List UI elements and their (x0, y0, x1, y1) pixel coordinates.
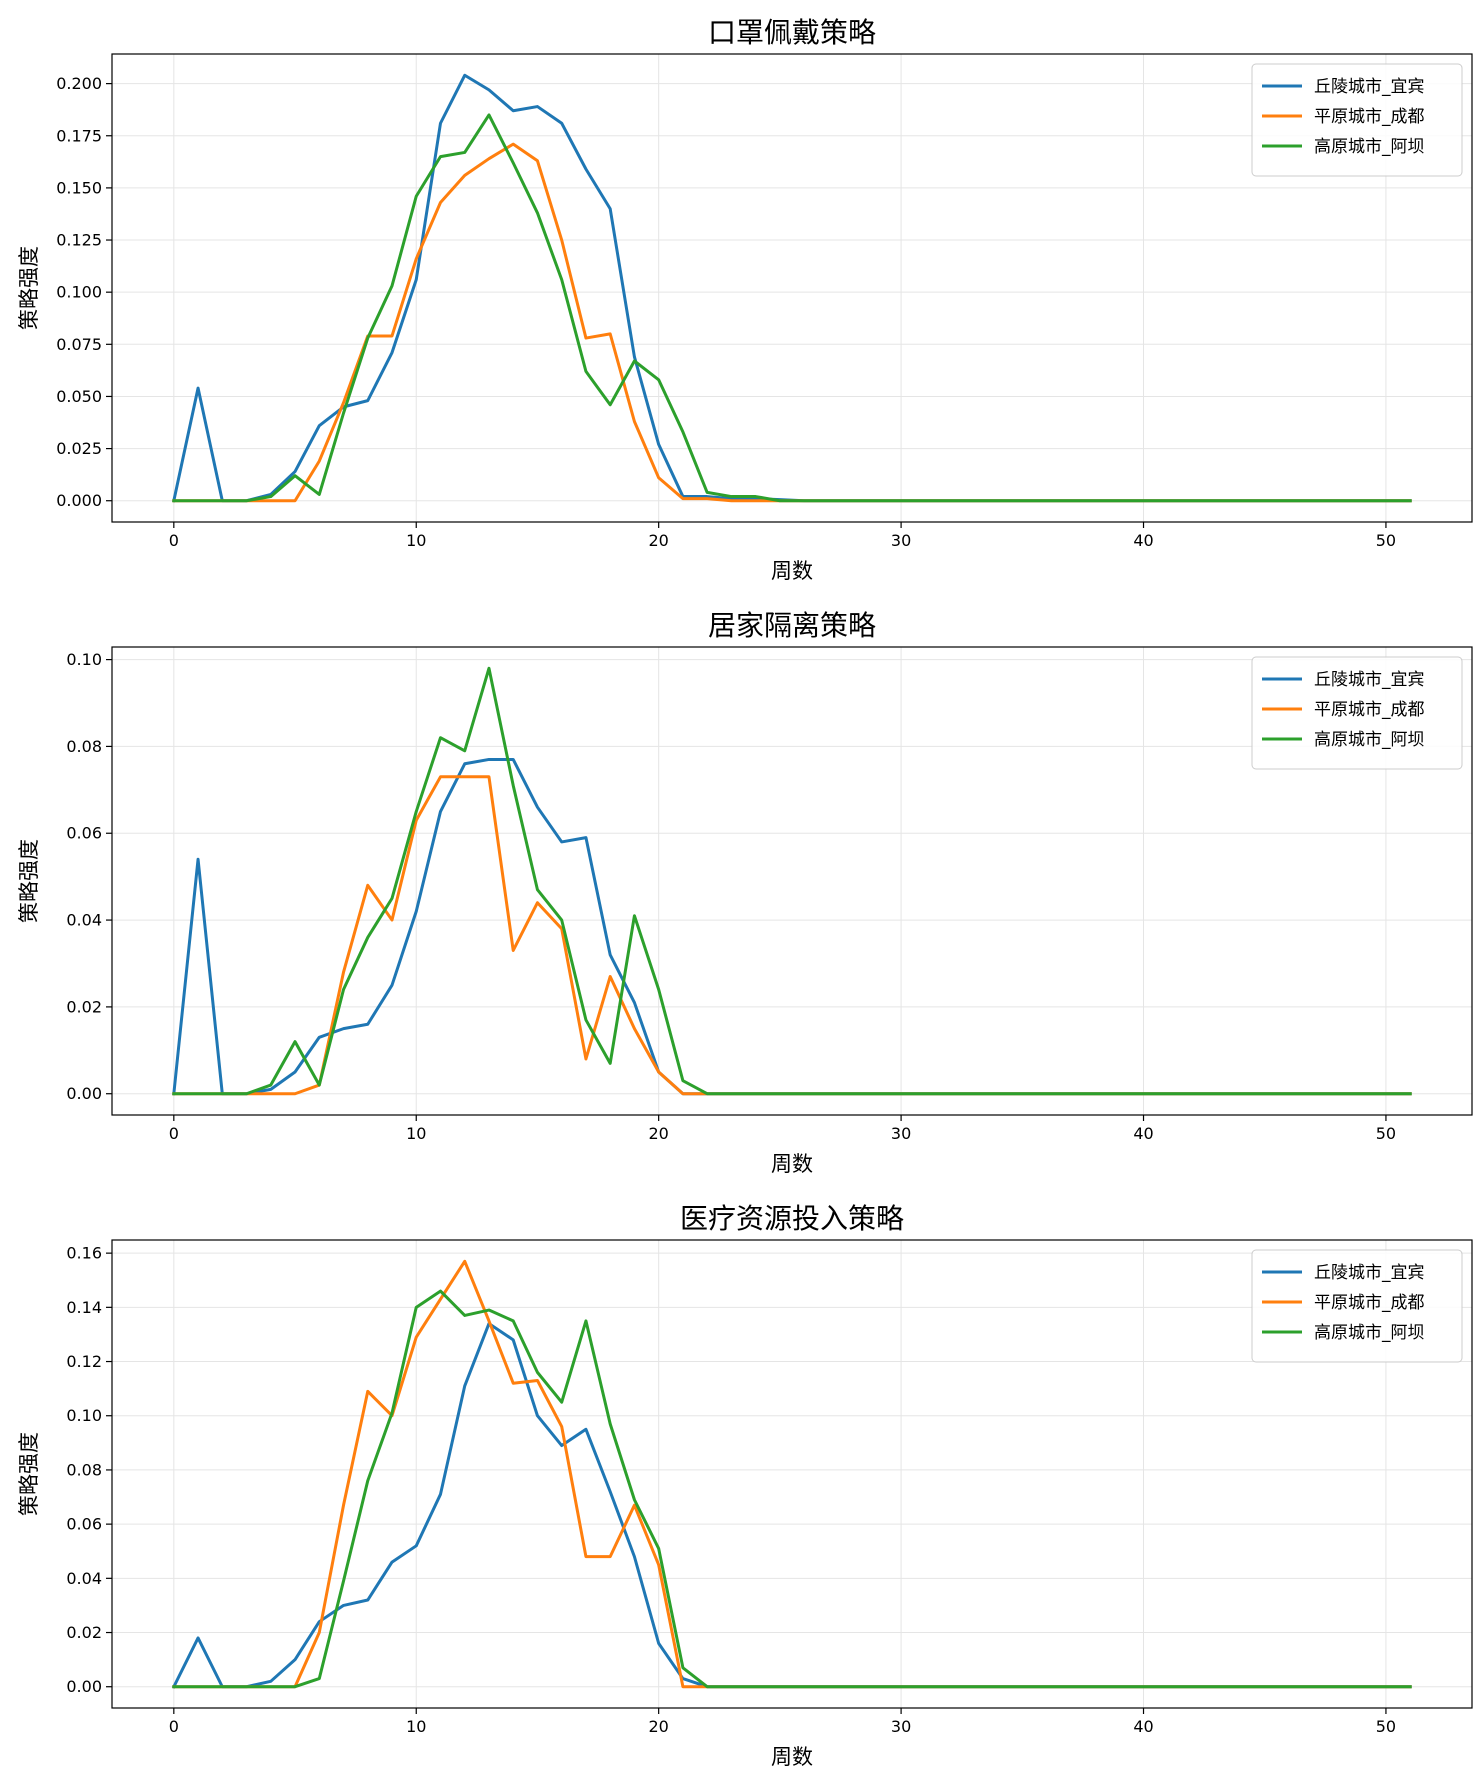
x-tick-label: 10 (406, 1124, 426, 1143)
x-tick-label: 30 (891, 1124, 911, 1143)
series-line-2 (172, 113, 1412, 503)
chart-panel-1: 0 10 20 30 40 50 0.00 0.02 0.04 0.06 0.08 0.10 居家隔离策… (17, 609, 1473, 1176)
chart-title: 居家隔离策略 (708, 609, 876, 642)
x-tick-label: 10 (406, 1717, 426, 1736)
legend-label-1: 平原城市_成都 (1314, 107, 1425, 127)
y-tick-label: 0.200 (56, 74, 102, 93)
legend-label-0: 丘陵城市_宜宾 (1314, 77, 1425, 97)
axes-frame (111, 646, 1473, 1116)
x-tick-label: 30 (891, 531, 911, 550)
y-tick-label: 0.025 (56, 439, 102, 458)
plot-area (112, 54, 1472, 522)
y-tick-label: 0.02 (66, 1623, 102, 1642)
legend-label-1: 平原城市_成都 (1314, 700, 1425, 720)
y-tick-label: 0.00 (66, 1677, 102, 1696)
x-tick-label: 10 (406, 531, 426, 550)
y-tick-label: 0.00 (66, 1084, 102, 1103)
y-tick-label: 0.14 (66, 1298, 102, 1317)
x-tick-label: 0 (169, 531, 179, 550)
chart-title: 口罩佩戴策略 (708, 16, 876, 49)
x-tick-label: 20 (648, 531, 668, 550)
y-tick-label: 0.10 (66, 650, 102, 669)
x-tick-label: 20 (648, 1124, 668, 1143)
x-axis-label: 周数 (771, 1745, 813, 1769)
axes-frame (111, 1239, 1473, 1709)
x-tick-label: 50 (1376, 531, 1396, 550)
y-tick-label: 0.100 (56, 283, 102, 302)
y-axis-label: 策略强度 (17, 246, 41, 330)
y-tick-label: 0.06 (66, 824, 102, 843)
y-tick-label: 0.000 (56, 491, 102, 510)
legend-label-2: 高原城市_阿坝 (1314, 730, 1425, 750)
y-tick-label: 0.16 (66, 1244, 102, 1263)
y-tick-label: 0.150 (56, 178, 102, 197)
y-tick-label: 0.04 (66, 911, 102, 930)
x-tick-label: 0 (169, 1124, 179, 1143)
legend-label-2: 高原城市_阿坝 (1314, 1323, 1425, 1343)
y-tick-label: 0.175 (56, 126, 102, 145)
y-tick-label: 0.06 (66, 1515, 102, 1534)
y-tick-label: 0.12 (66, 1352, 102, 1371)
x-axis-label: 周数 (771, 1152, 813, 1176)
y-tick-label: 0.02 (66, 997, 102, 1016)
legend-label-0: 丘陵城市_宜宾 (1314, 1263, 1425, 1283)
chart-title: 医疗资源投入策略 (680, 1202, 904, 1235)
x-tick-label: 40 (1133, 1124, 1153, 1143)
legend-label-2: 高原城市_阿坝 (1314, 137, 1425, 157)
x-tick-label: 50 (1376, 1717, 1396, 1736)
legend-box (1251, 1249, 1463, 1363)
axes-frame (111, 53, 1473, 523)
y-tick-label: 0.08 (66, 1460, 102, 1479)
legend-box (1251, 656, 1463, 770)
y-tick-label: 0.08 (66, 737, 102, 756)
series-line-2 (172, 666, 1412, 1096)
legend-label-0: 丘陵城市_宜宾 (1314, 670, 1425, 690)
plot-area (112, 647, 1472, 1115)
y-tick-label: 0.075 (56, 335, 102, 354)
x-tick-label: 40 (1133, 531, 1153, 550)
chart-panel-0: 0 10 20 30 40 50 0.000 0.025 0.050 0.075 0.100 0.12… (17, 16, 1473, 583)
x-tick-label: 40 (1133, 1717, 1153, 1736)
x-tick-label: 30 (891, 1717, 911, 1736)
legend-box (1251, 63, 1463, 177)
x-tick-label: 20 (648, 1717, 668, 1736)
y-tick-label: 0.050 (56, 387, 102, 406)
y-tick-label: 0.10 (66, 1406, 102, 1425)
chart-panel-2: 0 10 20 30 40 50 0.00 0.02 0.04 0.06 0.08 0.10 0.12 0… (17, 1202, 1473, 1769)
x-axis-label: 周数 (771, 559, 813, 583)
y-tick-label: 0.04 (66, 1569, 102, 1588)
y-axis-label: 策略强度 (17, 1432, 41, 1516)
x-tick-label: 50 (1376, 1124, 1396, 1143)
plot-area (112, 1240, 1472, 1708)
y-axis-label: 策略强度 (17, 839, 41, 923)
y-tick-label: 0.125 (56, 231, 102, 250)
legend-label-1: 平原城市_成都 (1314, 1293, 1425, 1313)
x-tick-label: 0 (169, 1717, 179, 1736)
series-line-2 (172, 1289, 1412, 1689)
